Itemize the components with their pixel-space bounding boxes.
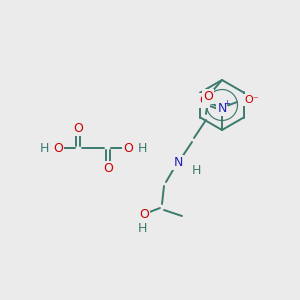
Text: N: N bbox=[173, 155, 183, 169]
Text: O: O bbox=[53, 142, 63, 154]
Text: N: N bbox=[217, 101, 227, 115]
Text: +: + bbox=[224, 98, 230, 107]
Text: H: H bbox=[137, 142, 147, 154]
Text: O: O bbox=[139, 208, 149, 220]
Text: O: O bbox=[103, 161, 113, 175]
Text: O: O bbox=[73, 122, 83, 134]
Text: H: H bbox=[137, 221, 147, 235]
Text: H: H bbox=[39, 142, 49, 154]
Text: O: O bbox=[199, 94, 209, 106]
Text: O: O bbox=[123, 142, 133, 154]
Text: H: H bbox=[191, 164, 201, 176]
Text: O: O bbox=[203, 89, 213, 103]
Text: O⁻: O⁻ bbox=[244, 95, 259, 105]
